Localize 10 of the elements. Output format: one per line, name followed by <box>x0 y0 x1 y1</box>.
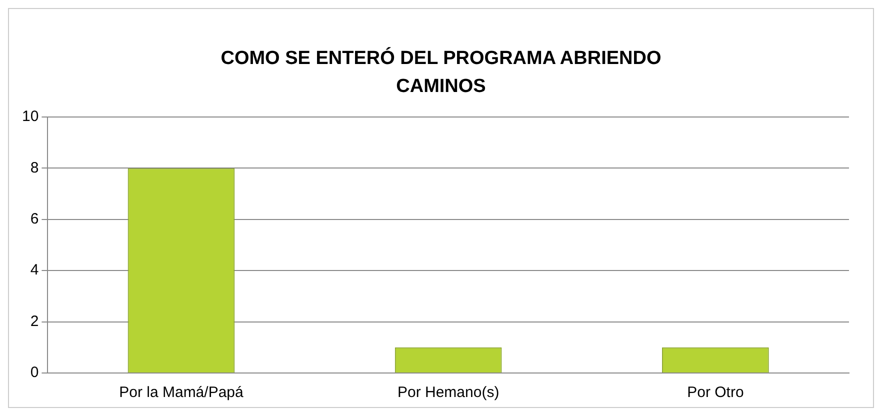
x-tick-label: Por Hemano(s) <box>397 384 500 402</box>
x-tick-label: Por Otro <box>687 384 744 402</box>
y-tick-label: 10 <box>22 108 39 126</box>
chart-title: COMO SE ENTERÓ DEL PROGRAMA ABRIENDO CAMINOS <box>220 46 662 99</box>
y-tick-label: 8 <box>30 159 39 176</box>
y-tick-label: 2 <box>30 312 39 330</box>
y-tick-label: 4 <box>30 262 39 279</box>
y-tick-label: 6 <box>30 210 39 228</box>
x-tick-label: Por la Mamá/Papá <box>119 384 244 402</box>
y-tick-label: 0 <box>30 364 39 382</box>
